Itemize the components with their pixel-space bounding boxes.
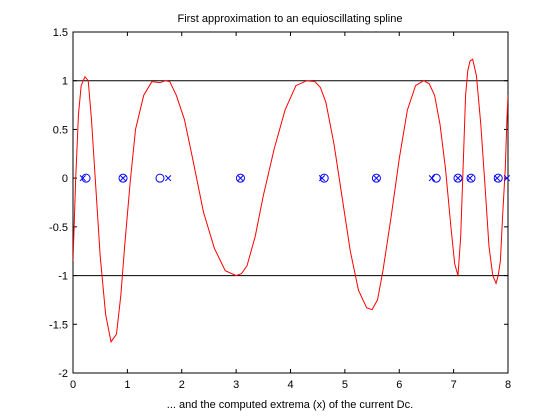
marker-x-9: [493, 174, 501, 182]
x-axis-label: ... and the computed extrema (x) of the …: [167, 399, 413, 411]
series-line-0: [73, 58, 508, 344]
marker-x-7: [454, 174, 462, 182]
marker-x-1: [119, 174, 127, 182]
x-tick-label-2: 2: [179, 379, 185, 391]
x-tick-label-6: 6: [396, 379, 402, 391]
y-tick-label-1: -1.5: [49, 319, 68, 331]
marker-x-10: [503, 174, 511, 182]
marker-x-8: [466, 174, 474, 182]
x-tick-label-8: 8: [505, 379, 511, 391]
marker-circle-7: [453, 173, 463, 183]
marker-circle-8: [466, 173, 476, 183]
x-tick-label-5: 5: [342, 379, 348, 391]
x-tick-label-4: 4: [287, 379, 293, 391]
x-tick-label-3: 3: [233, 379, 239, 391]
marker-x-4: [318, 174, 326, 182]
y-tick-label-4: 0: [62, 173, 68, 185]
marker-circle-5: [371, 173, 381, 183]
chart-title: First approximation to an equioscillatin…: [177, 13, 402, 25]
marker-circle-9: [493, 173, 503, 183]
marker-circle-4: [319, 173, 329, 183]
y-tick-label-7: 1.5: [53, 27, 68, 39]
marker-x-0: [79, 174, 86, 182]
y-tick-label-0: -2: [58, 368, 68, 380]
y-tick-label-2: -1: [58, 271, 68, 283]
marker-x-2: [165, 174, 172, 182]
y-tick-label-5: 0.5: [53, 124, 68, 136]
y-tick-label-3: -0.5: [49, 222, 68, 234]
marker-circle-3: [235, 173, 245, 183]
marker-circle-2: [155, 173, 165, 183]
marker-circle-0: [81, 173, 91, 183]
x-tick-label-7: 7: [451, 379, 457, 391]
marker-x-3: [237, 174, 244, 182]
x-tick-label-1: 1: [124, 379, 130, 391]
marker-circle-1: [118, 173, 128, 183]
y-tick-label-6: 1: [62, 76, 68, 88]
marker-x-5: [373, 174, 380, 182]
plot-area: 0 1 2 3 4 5 6 7 8 -2 -1.5 -1 -0.5 0 0.5 1 1.5: [49, 27, 511, 391]
x-tick-label-0: 0: [70, 379, 76, 391]
marker-x-6: [428, 174, 436, 182]
